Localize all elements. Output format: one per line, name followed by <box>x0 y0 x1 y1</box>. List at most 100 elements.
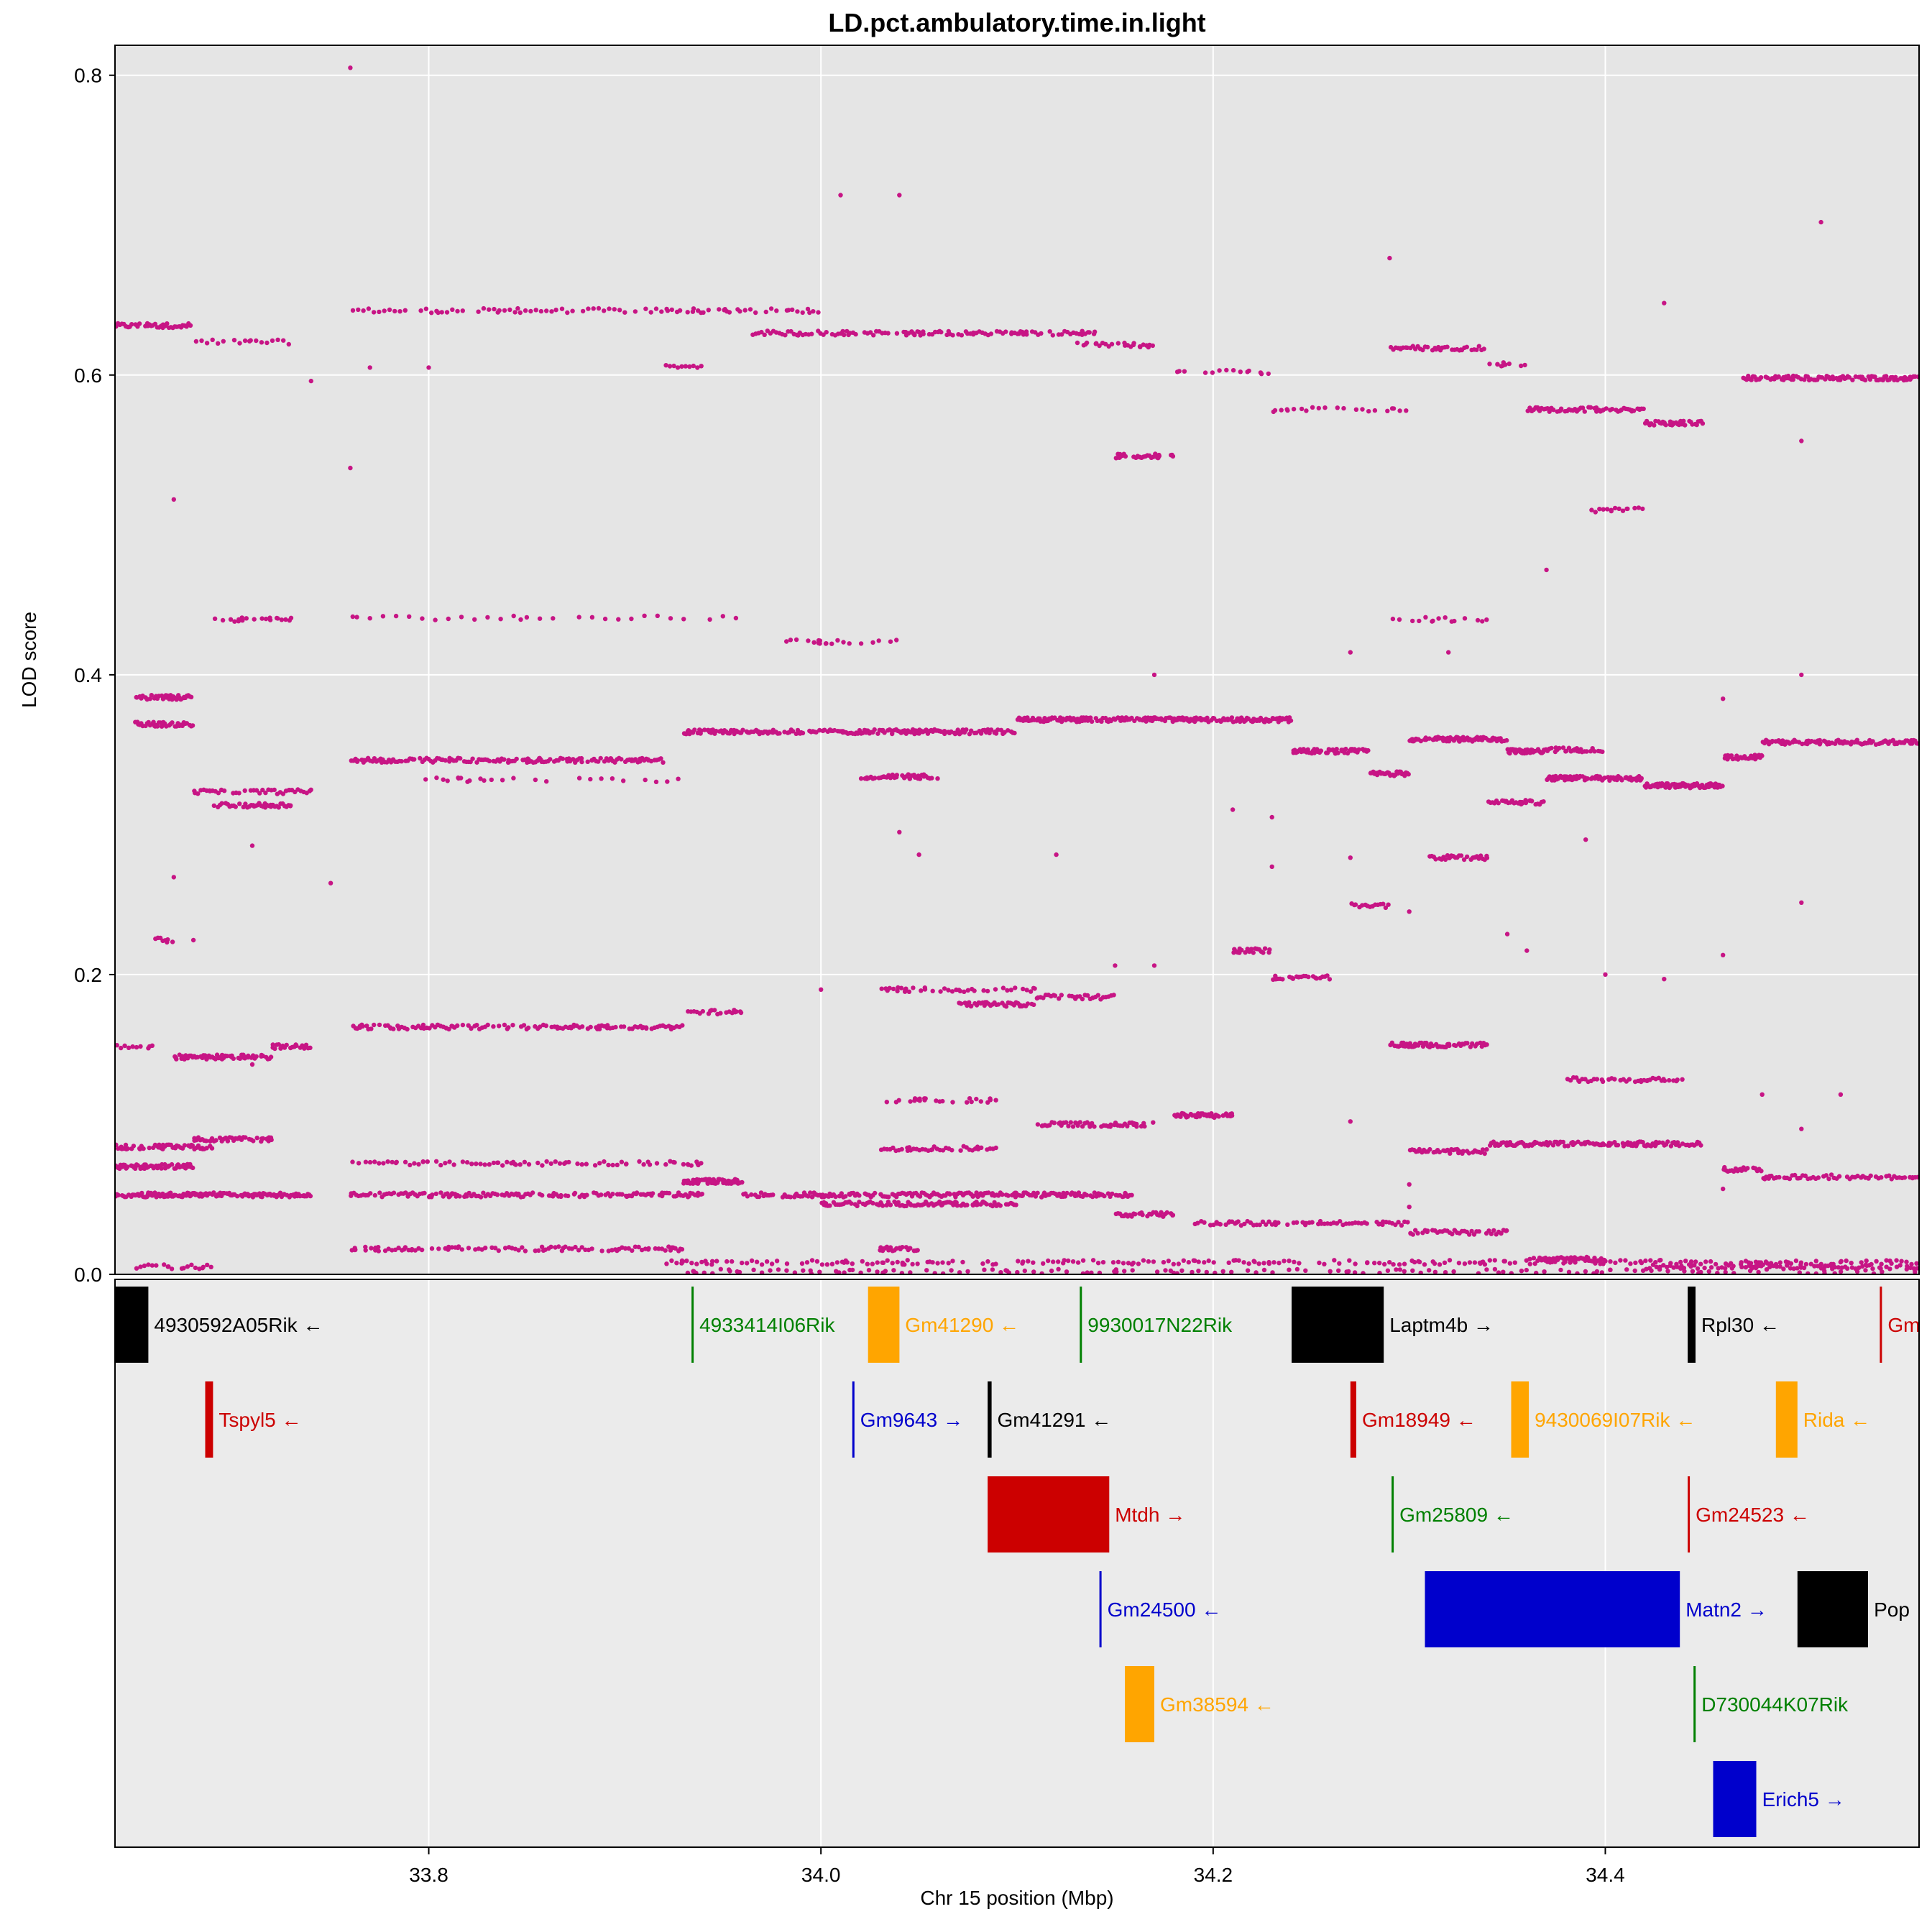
lod-point-4533 <box>1870 1266 1875 1271</box>
lod-point-681 <box>576 615 581 620</box>
lod-point-4303 <box>1397 1262 1402 1267</box>
lod-point-71 <box>418 308 423 313</box>
lod-point-1994 <box>858 776 864 781</box>
lod-point-2481 <box>1059 993 1064 998</box>
gene-Gm25809-label: Gm25809 ← <box>1399 1504 1514 1526</box>
lod-point-1852 <box>585 759 590 765</box>
lod-point-72 <box>423 306 429 311</box>
gene-Gm38594-label: Gm38594 ← <box>1160 1693 1274 1716</box>
lod-point-3842 <box>908 1201 913 1207</box>
lod-point-4404 <box>1904 1259 1909 1264</box>
lod-point-4277 <box>1266 1259 1271 1265</box>
lod-point-4690 <box>1863 1268 1868 1273</box>
lod-point-426 <box>1617 408 1623 413</box>
lod-point-4551 <box>718 1266 723 1272</box>
lod-point-4112 <box>599 1248 604 1254</box>
gene-Gm9643-label: Gm9643 → <box>860 1409 963 1431</box>
lod-point-678 <box>537 616 543 621</box>
lod-point-100 <box>570 308 575 313</box>
lod-point-4542 <box>1823 1263 1828 1269</box>
lod-point-4322 <box>1492 1258 1497 1263</box>
lod-point-2425 <box>1008 988 1014 993</box>
lod-point-3202 <box>548 1161 553 1167</box>
lod-point-4276 <box>1261 1261 1266 1266</box>
lod-point-76 <box>444 310 450 315</box>
lod-point-4227 <box>1016 1259 1021 1264</box>
lod-point-3122 <box>1826 1176 1831 1182</box>
lod-point-2917 <box>1547 1141 1552 1146</box>
lod-point-342 <box>1420 347 1425 353</box>
lod-point-2539 <box>1406 1044 1412 1049</box>
lod-point-2410 <box>949 989 955 994</box>
lod-point-4405 <box>1909 1261 1914 1267</box>
lod-point-1986 <box>599 776 604 781</box>
lod-point-2553 <box>1446 1041 1452 1046</box>
lod-point-4393 <box>1849 1261 1854 1266</box>
lod-point-726 <box>1452 618 1457 624</box>
lod-point-4573 <box>899 1271 905 1274</box>
lod-point-4170 <box>730 1259 735 1264</box>
lod-point-3571 <box>808 1190 813 1195</box>
lod-point-1151 <box>1137 717 1142 722</box>
lod-point-188 <box>846 332 851 338</box>
lod-point-1261 <box>1301 747 1306 753</box>
gene-panel-grid <box>428 1279 1606 1847</box>
lod-point-3191 <box>500 1163 505 1168</box>
lod-point-2338 <box>204 1057 209 1062</box>
lod-point-4149 <box>897 1245 903 1251</box>
lod-point-668 <box>407 614 412 619</box>
lod-point-1985 <box>588 776 593 782</box>
lod-point-3670 <box>961 1192 966 1197</box>
lod-point-2355 <box>276 1042 281 1047</box>
lod-point-1187 <box>1199 717 1204 723</box>
lod-point-1971 <box>434 775 439 781</box>
lod-point-2031 <box>912 775 918 780</box>
lod-point-2249 <box>357 1025 363 1030</box>
lod-point-54 <box>270 338 275 344</box>
lod-point-4402 <box>1894 1258 1899 1263</box>
lod-point-3034 <box>135 1163 140 1168</box>
lod-point-4739 <box>308 378 313 384</box>
lod-point-3218 <box>619 1159 625 1164</box>
gene-Gm9643-bar <box>852 1381 855 1458</box>
lod-point-317 <box>1335 405 1340 410</box>
lod-point-2454 <box>1000 1000 1005 1006</box>
gene-9930017N22Rik-bar <box>1080 1287 1082 1363</box>
lod-point-513 <box>1790 374 1796 379</box>
lod-point-1882 <box>456 755 461 761</box>
lod-point-698 <box>806 638 811 643</box>
lod-point-2395 <box>891 986 896 992</box>
lod-point-866 <box>777 731 782 736</box>
lod-point-4408 <box>1527 1256 1532 1262</box>
lod-point-3791 <box>735 1177 740 1183</box>
lod-point-2414 <box>965 988 971 993</box>
lod-point-4164 <box>699 1259 704 1265</box>
lod-point-3481 <box>454 1194 459 1199</box>
lod-point-713 <box>894 638 899 643</box>
lod-point-808 <box>190 723 196 728</box>
lod-point-1984 <box>576 776 582 781</box>
lod-point-4088 <box>520 1245 525 1250</box>
lod-point-4281 <box>1287 1259 1292 1264</box>
gene-Mtdh-label: Mtdh → <box>1115 1504 1185 1526</box>
lod-point-4238 <box>1070 1259 1076 1264</box>
lod-point-1587 <box>1660 781 1665 786</box>
lod-point-237 <box>1003 329 1008 334</box>
lod-point-4673 <box>1723 1269 1728 1274</box>
lod-point-3534 <box>673 1194 678 1199</box>
lod-point-4205 <box>905 1258 910 1263</box>
lod-point-4716 <box>1269 814 1274 820</box>
lod-point-4385 <box>1808 1261 1813 1266</box>
lod-point-4650 <box>1534 1270 1539 1274</box>
lod-point-2752 <box>182 1143 188 1148</box>
lod-point-472 <box>1669 420 1674 425</box>
lod-point-1820 <box>499 756 505 761</box>
lod-point-191 <box>868 330 873 335</box>
lod-point-3721 <box>1102 1193 1107 1199</box>
lod-point-4452 <box>154 1263 159 1268</box>
lod-point-1483 <box>1568 774 1573 779</box>
lod-point-4083 <box>502 1246 508 1251</box>
lod-point-3555 <box>761 1193 766 1199</box>
lod-point-4447 <box>134 1266 139 1271</box>
lod-point-2778 <box>213 1138 218 1143</box>
